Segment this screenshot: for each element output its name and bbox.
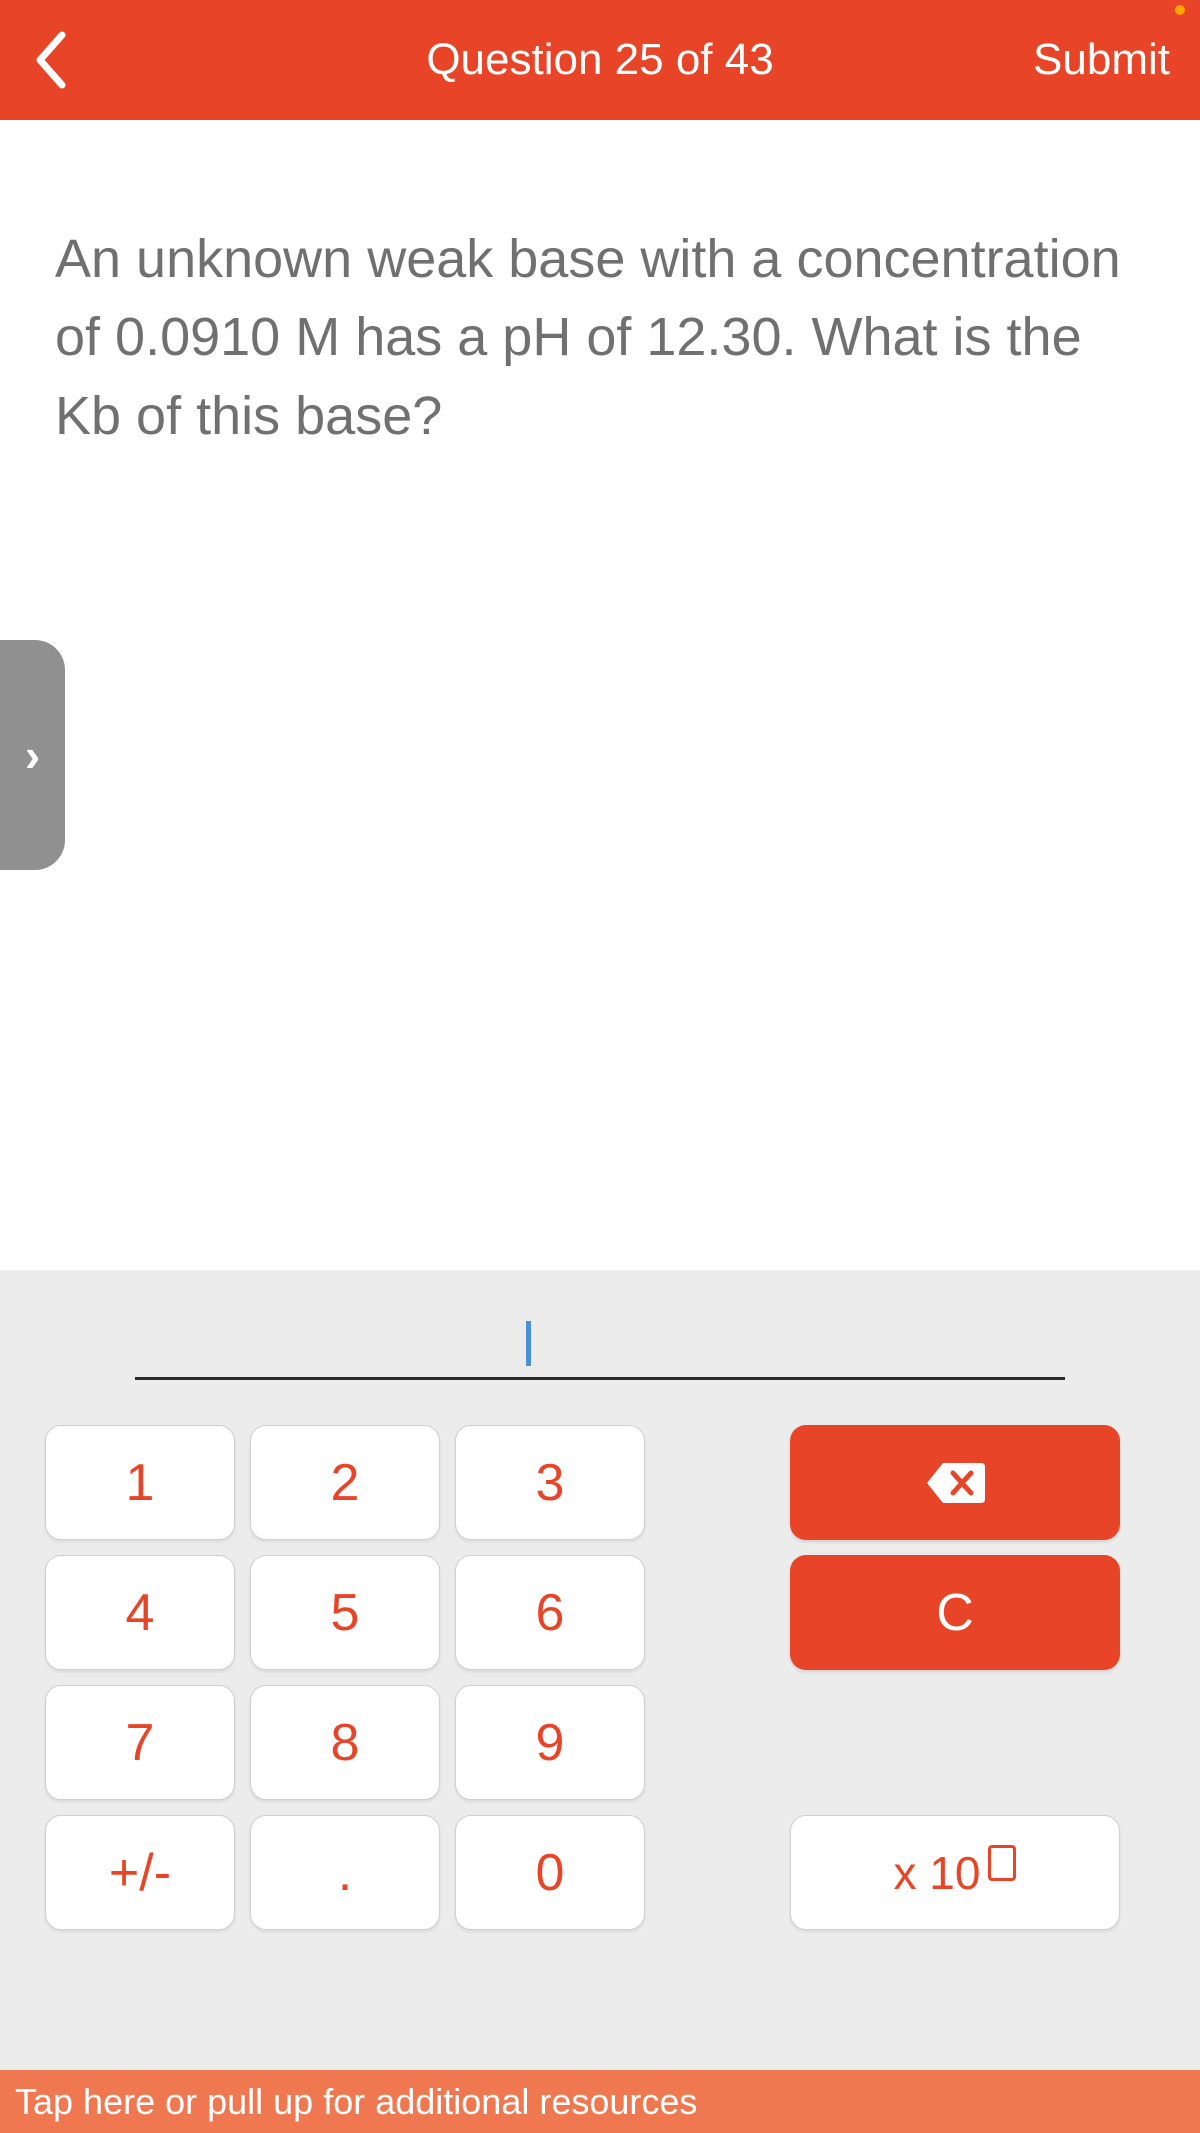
- key-plusminus[interactable]: +/-: [45, 1815, 235, 1930]
- footer-text: Tap here or pull up for additional resou…: [15, 2081, 697, 2123]
- sci-label: x 10: [894, 1846, 981, 1900]
- answer-input-wrap: [40, 1310, 1160, 1380]
- question-text: An unknown weak base with a concentratio…: [55, 220, 1145, 455]
- submit-button[interactable]: Submit: [1033, 35, 1170, 85]
- spacer: [790, 1685, 1120, 1800]
- chevron-left-icon: [30, 25, 70, 95]
- exponent-box-icon: [988, 1845, 1016, 1881]
- key-9[interactable]: 9: [455, 1685, 645, 1800]
- key-6[interactable]: 6: [455, 1555, 645, 1670]
- scientific-notation-button[interactable]: x 10: [790, 1815, 1120, 1930]
- key-8[interactable]: 8: [250, 1685, 440, 1800]
- key-0[interactable]: 0: [455, 1815, 645, 1930]
- status-indicator-icon: [1175, 5, 1185, 15]
- resources-footer[interactable]: Tap here or pull up for additional resou…: [0, 2070, 1200, 2133]
- key-4[interactable]: 4: [45, 1555, 235, 1670]
- key-2[interactable]: 2: [250, 1425, 440, 1540]
- key-3[interactable]: 3: [455, 1425, 645, 1540]
- digit-grid: 1 2 3 4 5 6 7 8 9 +/- . 0: [45, 1425, 645, 1930]
- question-area: An unknown weak base with a concentratio…: [0, 120, 1200, 1270]
- keypad: 1 2 3 4 5 6 7 8 9 +/- . 0 C x 10: [40, 1425, 1160, 1930]
- header-bar: Question 25 of 43 Submit: [0, 0, 1200, 120]
- chevron-right-icon: ›: [25, 728, 40, 782]
- backspace-icon: [925, 1461, 985, 1505]
- input-area: 1 2 3 4 5 6 7 8 9 +/- . 0 C x 10: [0, 1270, 1200, 2070]
- answer-input[interactable]: [135, 1310, 1065, 1380]
- key-7[interactable]: 7: [45, 1685, 235, 1800]
- key-5[interactable]: 5: [250, 1555, 440, 1670]
- expand-side-tab[interactable]: ›: [0, 640, 65, 870]
- back-button[interactable]: [30, 25, 70, 95]
- text-cursor-icon: [526, 1321, 531, 1366]
- key-decimal[interactable]: .: [250, 1815, 440, 1930]
- backspace-button[interactable]: [790, 1425, 1120, 1540]
- key-1[interactable]: 1: [45, 1425, 235, 1540]
- clear-button[interactable]: C: [790, 1555, 1120, 1670]
- page-title: Question 25 of 43: [426, 35, 773, 85]
- action-column: C x 10: [790, 1425, 1120, 1930]
